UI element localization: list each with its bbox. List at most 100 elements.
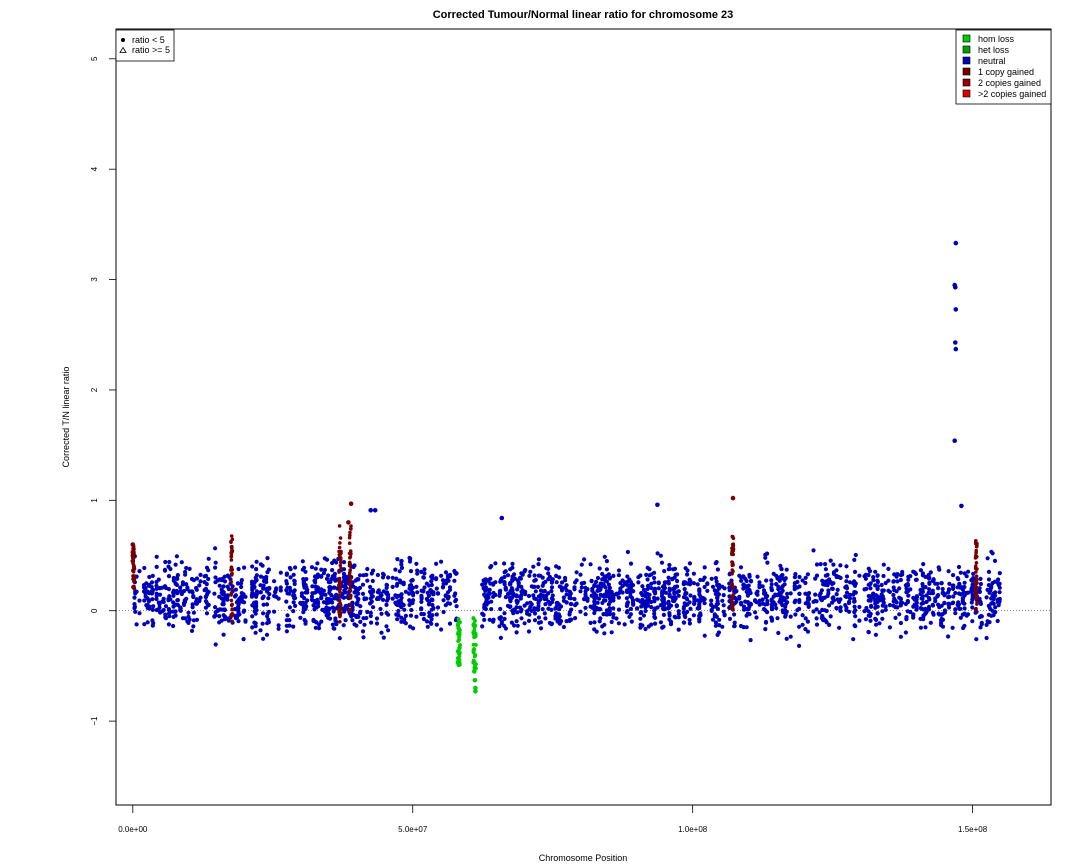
data-point [337, 570, 341, 574]
data-point [338, 614, 342, 619]
data-point [857, 618, 862, 623]
data-point [792, 585, 798, 590]
data-point [834, 606, 839, 611]
data-point [800, 613, 805, 618]
data-point [601, 612, 606, 617]
data-point [616, 621, 622, 626]
data-point [132, 586, 136, 590]
data-point [407, 559, 413, 564]
data-point [784, 567, 789, 572]
data-point [805, 629, 811, 634]
data-point [702, 565, 707, 570]
data-point [672, 566, 678, 571]
data-point [414, 561, 419, 566]
data-point [538, 626, 544, 631]
data-point [959, 503, 964, 509]
data-point [229, 573, 234, 577]
data-point [776, 587, 781, 592]
data-point [652, 580, 657, 585]
data-point [252, 605, 257, 610]
data-point [873, 583, 878, 588]
data-point [674, 604, 679, 609]
data-point [197, 583, 202, 588]
data-point [361, 573, 366, 578]
data-point [583, 612, 588, 617]
data-point [213, 546, 218, 551]
shape-legend-label-1: ratio >= 5 [132, 45, 170, 55]
data-point [163, 559, 168, 565]
data-point [457, 637, 462, 642]
data-point [260, 621, 265, 626]
data-point [975, 554, 979, 559]
data-point [319, 595, 324, 600]
data-point [838, 605, 843, 610]
data-point [230, 587, 234, 591]
data-point [422, 571, 427, 576]
data-point [765, 560, 770, 565]
data-point [741, 586, 746, 591]
data-point [508, 567, 513, 572]
data-point [144, 590, 149, 595]
data-point [486, 592, 491, 597]
data-point [517, 575, 523, 580]
data-point [217, 583, 222, 588]
data-point [559, 580, 565, 585]
data-point [315, 599, 320, 604]
data-point [222, 579, 228, 584]
data-point [395, 593, 400, 599]
data-point [173, 613, 178, 618]
data-point [332, 574, 337, 579]
data-point [745, 593, 751, 598]
data-point [250, 564, 255, 569]
data-point [526, 618, 532, 624]
data-point [897, 612, 902, 617]
data-point [440, 585, 446, 590]
data-point [394, 612, 399, 617]
data-point [984, 595, 989, 600]
data-point [310, 584, 315, 589]
data-point [157, 602, 162, 607]
data-point [457, 630, 461, 634]
data-point [133, 609, 138, 614]
data-point [745, 611, 751, 616]
data-point [333, 616, 338, 621]
data-point [519, 584, 524, 590]
data-point [319, 587, 324, 592]
data-point [989, 549, 994, 554]
y-tick-label: 1 [90, 498, 99, 503]
data-point [887, 603, 893, 608]
data-point [777, 575, 782, 580]
data-point [625, 600, 631, 605]
data-point [597, 566, 602, 571]
data-point [628, 594, 633, 599]
data-point [180, 582, 185, 587]
data-point [230, 607, 235, 612]
data-point [589, 579, 594, 584]
data-point [923, 574, 928, 580]
data-point [191, 578, 196, 583]
data-point [407, 598, 412, 603]
data-point [611, 598, 616, 603]
data-point [926, 604, 932, 610]
data-point [905, 581, 910, 587]
data-point [339, 560, 343, 564]
data-point [254, 567, 259, 572]
data-point [797, 574, 802, 580]
data-point [597, 619, 602, 624]
data-point [837, 625, 842, 630]
data-point [175, 598, 180, 603]
data-point [748, 638, 753, 643]
data-point [531, 564, 536, 569]
data-point [454, 604, 459, 609]
data-point [316, 626, 322, 631]
data-point [489, 607, 494, 612]
data-point [212, 591, 217, 596]
data-point [249, 579, 255, 584]
data-point [497, 616, 502, 621]
data-point [835, 597, 840, 602]
data-point [803, 575, 808, 580]
data-point [489, 564, 494, 569]
data-point [636, 575, 641, 580]
data-point [722, 612, 727, 617]
data-point [698, 577, 703, 583]
